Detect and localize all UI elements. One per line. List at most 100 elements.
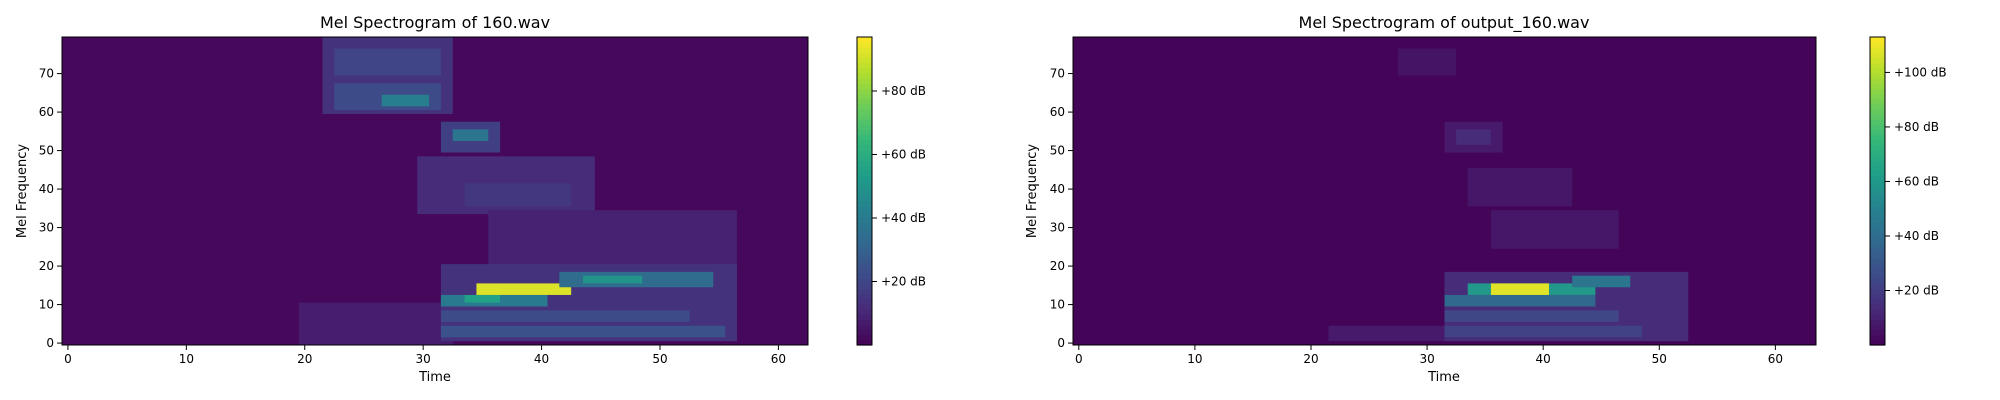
colorbar-segment [1870, 221, 1885, 228]
heatmap-cell [1444, 294, 1596, 307]
colorbar-segment [857, 293, 872, 300]
colorbar-tick-label: +20 dB [1894, 283, 1939, 297]
colorbar-segment [857, 83, 872, 89]
y-tick-label: 70 [39, 67, 54, 81]
heatmap-cell [1456, 129, 1491, 145]
colorbar-segment [1870, 129, 1885, 136]
heatmap-cell [1444, 325, 1642, 338]
colorbar-original: +20 dB +40 dB +60 dB +80 dB [856, 36, 926, 346]
colorbar-segment [1870, 196, 1885, 202]
colorbar-segment [857, 201, 872, 207]
colorbar-segment [857, 175, 872, 182]
colorbar-segment [1870, 319, 1885, 326]
colorbar-segment [857, 67, 872, 74]
colorbar-segment [857, 252, 872, 259]
colorbar-segment [857, 165, 872, 172]
colorbar-segment [857, 191, 872, 197]
colorbar-output: +20 dB +40 dB +60 dB +80 dB +100 dB [1869, 36, 1947, 346]
colorbar-segment [857, 129, 872, 136]
colorbar-segment [1870, 139, 1885, 146]
colorbar-segment [857, 144, 872, 151]
colorbar-tick-label: +60 dB [881, 147, 926, 161]
colorbar-segment [857, 216, 872, 223]
colorbar-segment [857, 37, 872, 43]
colorbar-segment [1870, 88, 1885, 95]
y-tick-label: 0 [1057, 336, 1065, 350]
colorbar-segment [1870, 242, 1885, 249]
colorbar-segment [1870, 237, 1885, 243]
y-tick-label: 10 [1050, 298, 1065, 312]
colorbar-segment [857, 278, 872, 284]
heatmap-cell [1398, 48, 1457, 76]
colorbar-segment [857, 339, 872, 346]
colorbar-segment [1870, 119, 1885, 125]
colorbar-segment [1870, 149, 1885, 156]
x-tick-label: 30 [416, 352, 431, 366]
colorbar-segment [857, 237, 872, 243]
colorbar-segment [1870, 303, 1885, 310]
heatmap-cell [1572, 275, 1631, 288]
heatmap-cell [464, 183, 572, 207]
colorbar-frame [856, 36, 873, 346]
colorbar-segment [857, 303, 872, 310]
colorbar-tick-label: +100 dB [1894, 65, 1947, 79]
colorbar-tick-label: +80 dB [1894, 120, 1939, 134]
colorbar-segment [1870, 42, 1885, 48]
colorbar-segment [857, 170, 872, 177]
colorbar-segment [1870, 185, 1885, 192]
colorbar-segment [1870, 57, 1885, 64]
colorbar-segment [857, 283, 872, 290]
heatmap-cell [583, 275, 643, 284]
colorbar-segment [857, 232, 872, 238]
colorbar-segment [857, 309, 872, 315]
colorbar-segment [1870, 37, 1885, 43]
y-tick-label: 30 [39, 221, 54, 235]
colorbar-segment [1870, 78, 1885, 84]
colorbar-segment [857, 196, 872, 202]
colorbar-segment [857, 155, 872, 161]
colorbar-segment [1870, 273, 1885, 279]
x-tick-label: 10 [1187, 352, 1202, 366]
colorbar-segment [1870, 62, 1885, 69]
colorbar-segment [1870, 211, 1885, 218]
x-tick-label: 50 [1652, 352, 1667, 366]
y-tick-label: 70 [1050, 67, 1065, 81]
colorbar-segment [1870, 283, 1885, 290]
colorbar-segment [1870, 93, 1885, 100]
colorbar-segment [1870, 72, 1885, 79]
chart-title: Mel Spectrogram of 160.wav [320, 13, 550, 32]
colorbar-segment [1870, 298, 1885, 305]
x-tick-label: 0 [1075, 352, 1083, 366]
colorbar-segment [1870, 180, 1885, 187]
colorbar-tick-label: +80 dB [881, 84, 926, 98]
colorbar-segment [857, 180, 872, 187]
x-tick-label: 60 [1768, 352, 1783, 366]
colorbar-segment [1870, 98, 1885, 105]
heatmap-cell [476, 283, 572, 295]
colorbar-segment [857, 221, 872, 228]
colorbar-segment [857, 42, 872, 48]
colorbar-segment [1870, 52, 1885, 59]
y-axis-label: Mel Frequency [15, 144, 30, 238]
colorbar-segment [857, 124, 872, 130]
colorbar-segment [1870, 262, 1885, 269]
colorbar-segment [857, 314, 872, 320]
chart-title: Mel Spectrogram of output_160.wav [1299, 13, 1590, 33]
colorbar-segment [1870, 232, 1885, 238]
colorbar-segment [1870, 247, 1885, 254]
colorbar-segment [1870, 329, 1885, 336]
colorbar-segment [857, 268, 872, 274]
colorbar-segment [1870, 155, 1885, 161]
heatmap-cell [298, 302, 453, 345]
colorbar-segment [857, 52, 872, 59]
y-tick-label: 20 [39, 259, 54, 273]
colorbar-frame [1869, 36, 1886, 346]
colorbar-segment [857, 242, 872, 249]
plot-frame [61, 36, 809, 346]
colorbar-segment [1870, 226, 1885, 233]
y-tick-label: 40 [39, 182, 54, 196]
colorbar-segment [857, 149, 872, 156]
colorbar-segment [1870, 160, 1885, 166]
spectrogram-panel-original: Mel Spectrogram of 160.wav 0 10 20 30 40 50 60… [15, 13, 926, 385]
